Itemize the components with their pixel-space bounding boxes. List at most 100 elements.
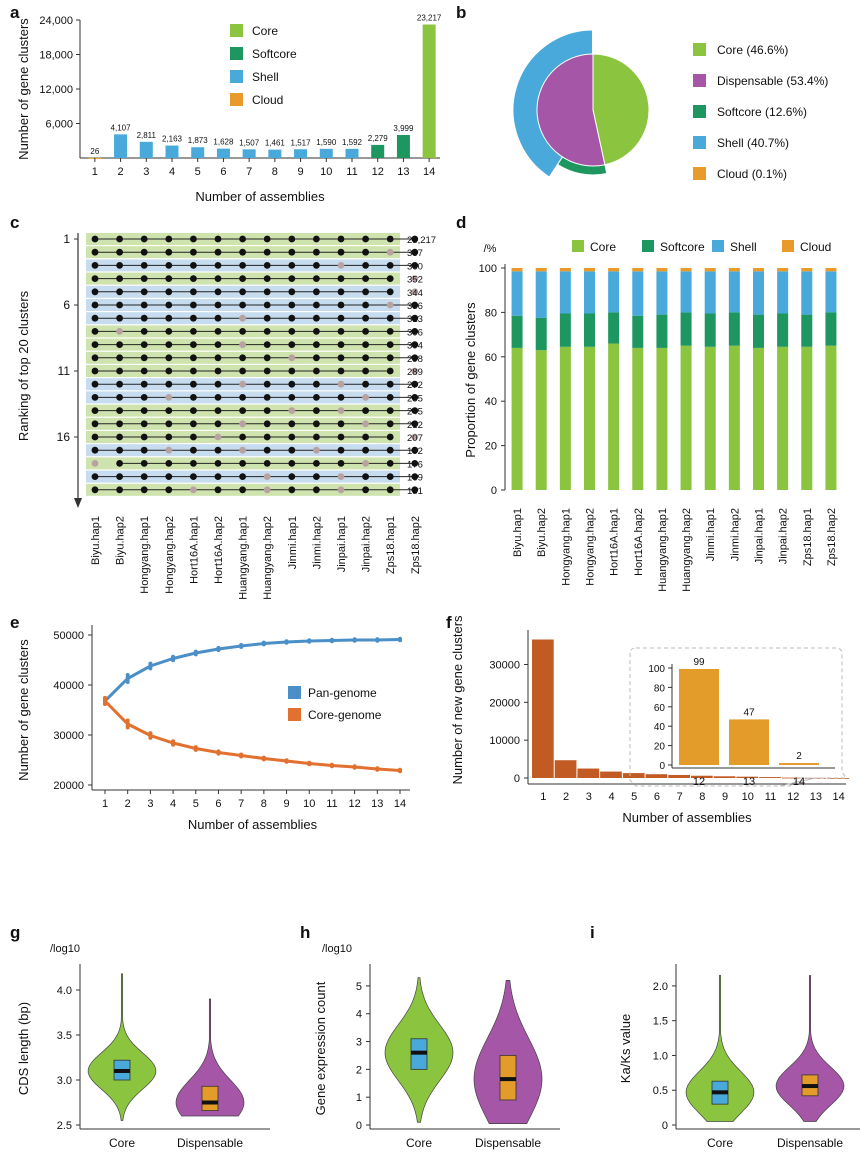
e-legend-label: Core-genome [308, 708, 382, 722]
c-dot-present [386, 473, 394, 480]
c-assembly-label: Jinmi.hap1 [287, 516, 299, 569]
a-x-title: Number of assemblies [195, 189, 325, 204]
c-dot-present [337, 341, 345, 348]
c-assembly-label: Jinpai.hap2 [361, 516, 373, 572]
a-x-tick-label: 13 [397, 166, 409, 178]
c-dot-present [214, 367, 222, 375]
c-dot-present [165, 275, 173, 282]
c-dot-present [214, 420, 222, 428]
c-dot-present [313, 367, 320, 375]
d-legend-label: Shell [730, 240, 757, 254]
d-bar-core [632, 347, 644, 490]
c-dot-absent [239, 380, 247, 388]
c-dot-present [214, 354, 222, 362]
d-y-tick-label: 100 [479, 263, 497, 275]
c-dot-present [263, 235, 271, 243]
panel-label-g: g [10, 923, 20, 942]
c-dot-present [386, 380, 394, 388]
a-x-tick-label: 9 [298, 166, 304, 178]
c-dot-present [165, 341, 173, 348]
c-dot-present [386, 394, 394, 401]
c-dot-present [239, 407, 247, 414]
a-value-label: 1,873 [188, 136, 209, 145]
g-box-1 [201, 1085, 219, 1112]
c-dot-present [411, 262, 419, 269]
c-dot-present [263, 288, 271, 296]
c-dot-present [313, 341, 320, 348]
a-legend-label: Softcore [252, 47, 297, 61]
c-dot-present [140, 328, 148, 335]
e-x-tick-label: 3 [147, 798, 153, 810]
c-dot-present [239, 473, 247, 480]
c-dot-present [91, 288, 99, 296]
c-dot-present [165, 460, 173, 467]
d-bar-shell [535, 271, 547, 318]
c-dot-present [190, 380, 197, 388]
c-dot-present [91, 262, 99, 269]
c-dot-present [313, 420, 320, 428]
a-x-tick-label: 1 [92, 166, 98, 178]
c-dot-present [91, 275, 99, 282]
i-median-0 [712, 1090, 728, 1095]
c-dot-present [288, 288, 296, 296]
d-legend-swatch [642, 240, 654, 252]
c-dot-present [91, 394, 99, 401]
d-y-tick-label: 60 [485, 352, 497, 364]
h-y-tick-label: 5 [356, 981, 362, 993]
e-point-corecurve [125, 718, 130, 723]
d-legend-label: Core [590, 240, 616, 254]
d-bar-shell [728, 271, 740, 313]
c-dot-present [165, 380, 173, 388]
d-bar-shell [801, 271, 813, 315]
c-dot-present [140, 486, 148, 494]
a-legend-swatch [230, 24, 243, 37]
c-dot-present [288, 394, 296, 401]
c-dot-present [386, 420, 394, 428]
b-legend-label: Softcore (12.6%) [717, 105, 807, 119]
a-bar [165, 145, 179, 158]
c-dot-present [362, 341, 369, 348]
c-count-label: 313 [407, 314, 423, 325]
h-y-tick-label: 3 [356, 1037, 362, 1049]
c-dot-present [165, 420, 173, 428]
f-x-tick-label: 2 [563, 791, 569, 803]
a-value-label: 1,461 [265, 139, 286, 148]
c-count-label: 131 [407, 486, 423, 497]
c-dot-present [362, 248, 369, 256]
e-y-tick-label: 20000 [53, 780, 84, 792]
e-x-tick-label: 5 [193, 798, 199, 810]
c-dot-present [263, 446, 271, 454]
c-dot-present [337, 433, 345, 441]
f-y-tick-label: 20000 [489, 697, 520, 709]
c-dot-present [214, 407, 222, 414]
a-bar [242, 149, 256, 158]
a-bar [294, 149, 308, 158]
a-y-tick-label: 24,000 [39, 15, 73, 27]
c-dot-present [140, 301, 148, 309]
c-dot-present [386, 486, 394, 494]
g-x-tick-label: Dispensable [177, 1136, 243, 1150]
a-y-title: Number of gene clusters [16, 18, 31, 160]
a-bar [422, 24, 436, 158]
c-dot-present [288, 328, 296, 335]
c-dot-present [239, 235, 247, 243]
a-value-label: 2,279 [368, 134, 389, 143]
f-x-tick-label: 4 [608, 791, 614, 803]
c-dot-absent [362, 394, 369, 401]
c-dot-present [411, 301, 419, 309]
h-y-tick-label: 0 [356, 1120, 362, 1132]
c-dot-present [190, 394, 197, 401]
c-dot-present [140, 262, 148, 269]
a-bar [191, 147, 205, 158]
c-dot-absent [116, 328, 123, 335]
c-y-tick-label: 1 [63, 232, 70, 246]
d-bar-softcore [777, 313, 789, 347]
c-dot-present [411, 341, 419, 348]
c-count-label: 298 [407, 354, 423, 365]
c-dot-present [140, 341, 148, 348]
d-bar-cloud [777, 268, 789, 272]
c-dot-absent [337, 262, 345, 269]
c-dot-present [140, 248, 148, 256]
a-x-tick-label: 10 [320, 166, 332, 178]
c-dot-present [140, 380, 148, 388]
